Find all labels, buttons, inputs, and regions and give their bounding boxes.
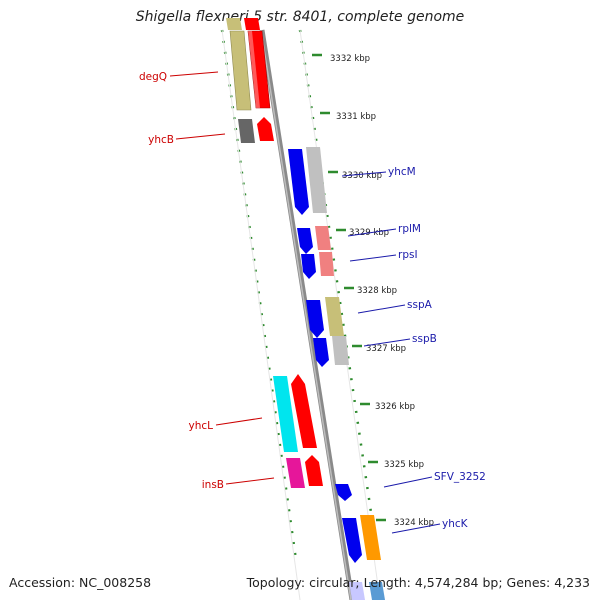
tick-label: 3330 kbp <box>342 171 382 181</box>
gene-arrow-sspA[interactable] <box>306 300 324 338</box>
dotted-guide-right-outer <box>298 29 380 561</box>
gene-arrow-yhcK-partner[interactable] <box>360 515 381 560</box>
gene-label-yhcL[interactable]: yhcL <box>189 420 214 432</box>
genome-backbone <box>259 29 355 600</box>
band-edge-left <box>221 29 301 600</box>
gene-arrow-red-top <box>244 18 260 30</box>
gene-arrow-bottom-left <box>349 582 365 600</box>
leader-line-SFV_3252 <box>383 476 433 488</box>
gene-label-degQ[interactable]: degQ <box>139 71 167 83</box>
gene-label-rplM[interactable]: rplM <box>398 223 421 235</box>
leader-line-sspA <box>357 304 406 314</box>
gene-arrow-degQ-shadow <box>248 31 260 108</box>
gene-block-top <box>226 18 260 30</box>
accession-text: Accession: NC_008258 <box>9 575 152 590</box>
gene-arrow-SFV_3252[interactable] <box>335 484 352 501</box>
gene-arrow-insB[interactable] <box>286 458 305 488</box>
leader-line-yhcL <box>215 417 263 426</box>
tick-label: 3332 kbp <box>330 54 370 64</box>
gene-label-yhcB[interactable]: yhcB <box>148 134 174 146</box>
gene-arrow-yhcB-partner[interactable] <box>257 117 274 141</box>
gene-arrow-yhcB[interactable] <box>238 119 255 143</box>
gene-arrow-bottom-right <box>369 582 385 600</box>
gene-arrow-rpsI[interactable] <box>301 254 316 279</box>
gene-arrow-tan-top <box>226 18 242 30</box>
gene-label-insB[interactable]: insB <box>202 479 224 491</box>
leader-line-degQ <box>169 71 219 77</box>
tick-label: 3327 kbp <box>366 344 406 354</box>
gene-arrow-degQ-partner[interactable] <box>247 30 271 109</box>
gene-arrow-degQ[interactable] <box>229 30 252 111</box>
leader-line-rpsI <box>349 254 397 262</box>
tick-label: 3331 kbp <box>336 112 376 122</box>
gene-arrow-insB-partner[interactable] <box>305 455 323 486</box>
gene-label-yhcK[interactable]: yhcK <box>442 518 469 530</box>
tick-label: 3328 kbp <box>357 286 397 296</box>
gene-label-yhcM[interactable]: yhcM <box>388 166 416 178</box>
gene-arrow-yhcL[interactable] <box>273 376 298 452</box>
gene-arrow-yhcM[interactable] <box>288 149 309 215</box>
leader-line-sspB <box>363 338 411 347</box>
leader-line-rplM <box>347 228 397 237</box>
gene-arrow-rplM[interactable] <box>297 228 313 254</box>
tick-label: 3326 kbp <box>375 402 415 412</box>
gene-label-rpsI[interactable]: rpsI <box>398 249 418 261</box>
genome-backbone-highlight <box>260 29 352 600</box>
leader-line-yhcB <box>175 133 226 140</box>
leader-line-insB <box>225 477 275 485</box>
gene-arrow-yhcL-partner[interactable] <box>291 374 317 448</box>
gene-arrow-rplM-partner[interactable] <box>315 226 331 250</box>
gene-arrow-sspA-partner[interactable] <box>325 297 344 336</box>
gene-label-sspB[interactable]: sspB <box>412 333 437 345</box>
gene-arrow-rpsI-partner[interactable] <box>319 252 334 276</box>
gene-arrow-sspB-partner[interactable] <box>332 336 349 365</box>
tick-marks <box>312 53 386 522</box>
gene-arrow-yhcK[interactable] <box>342 518 362 563</box>
gene-label-SFV_3252[interactable]: SFV_3252 <box>434 471 486 483</box>
leader-line-yhcK <box>391 523 441 534</box>
leader-line-yhcM <box>341 171 387 177</box>
tick-label: 3325 kbp <box>384 460 424 470</box>
genome-summary-text: Topology: circular; Length: 4,574,284 bp… <box>246 575 590 590</box>
gene-label-sspA[interactable]: sspA <box>407 299 433 311</box>
gene-arrow-yhcM-partner[interactable] <box>306 147 327 213</box>
gene-arrow-sspB[interactable] <box>313 338 329 367</box>
map-title: Shigella flexneri 5 str. 8401, complete … <box>135 9 465 25</box>
tick-label: 3324 kbp <box>394 518 434 528</box>
